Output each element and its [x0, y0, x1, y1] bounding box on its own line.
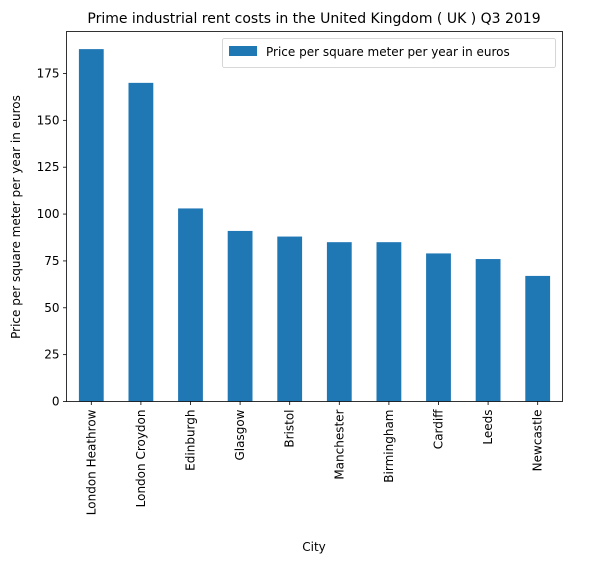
y-axis-label: Price per square meter per year in euros — [9, 95, 23, 339]
legend-swatch — [229, 46, 257, 56]
x-tick-label: London Heathrow — [84, 409, 98, 515]
x-tick-label: Birmingham — [382, 410, 396, 483]
y-tick-label: 100 — [37, 207, 60, 221]
x-tick-label: Glasgow — [233, 409, 247, 460]
x-tick-label: Bristol — [283, 410, 297, 448]
bar — [326, 242, 352, 402]
bar — [178, 208, 203, 402]
bar — [227, 230, 253, 402]
x-axis-ticks: London Heathrow London Croydon Edinburgh Gl… — [84, 401, 545, 515]
bar — [475, 259, 501, 402]
bar — [277, 236, 303, 402]
x-tick-label: London Croydon — [134, 410, 148, 508]
x-tick-label: Manchester — [332, 409, 346, 479]
bar — [376, 242, 402, 402]
legend-frame — [222, 38, 556, 68]
x-tick-label: Edinburgh — [184, 410, 198, 471]
y-axis-ticks: 0 25 50 75 100 125 150 175 — [37, 66, 67, 409]
x-tick-label: Cardiff — [432, 409, 446, 449]
y-tick-label: 175 — [37, 66, 60, 80]
bar — [525, 275, 551, 402]
y-tick-label: 150 — [37, 113, 60, 127]
legend-label: Price per square meter per year in euros — [266, 45, 510, 59]
chart-title: Prime industrial rent costs in the Unite… — [87, 11, 540, 27]
x-axis-label: City — [302, 540, 326, 554]
y-tick-label: 50 — [44, 301, 59, 315]
legend: Price per square meter per year in euros — [222, 38, 556, 68]
y-tick-label: 25 — [44, 348, 59, 362]
bars-group — [78, 49, 551, 402]
bar — [128, 82, 154, 402]
y-tick-label: 125 — [37, 160, 60, 174]
bar — [426, 253, 451, 402]
y-tick-label: 0 — [52, 395, 60, 409]
plot-frame — [66, 31, 563, 402]
x-tick-label: Leeds — [481, 410, 495, 445]
y-tick-label: 75 — [44, 254, 59, 268]
bar — [78, 49, 104, 402]
x-tick-label: Newcastle — [531, 410, 545, 472]
